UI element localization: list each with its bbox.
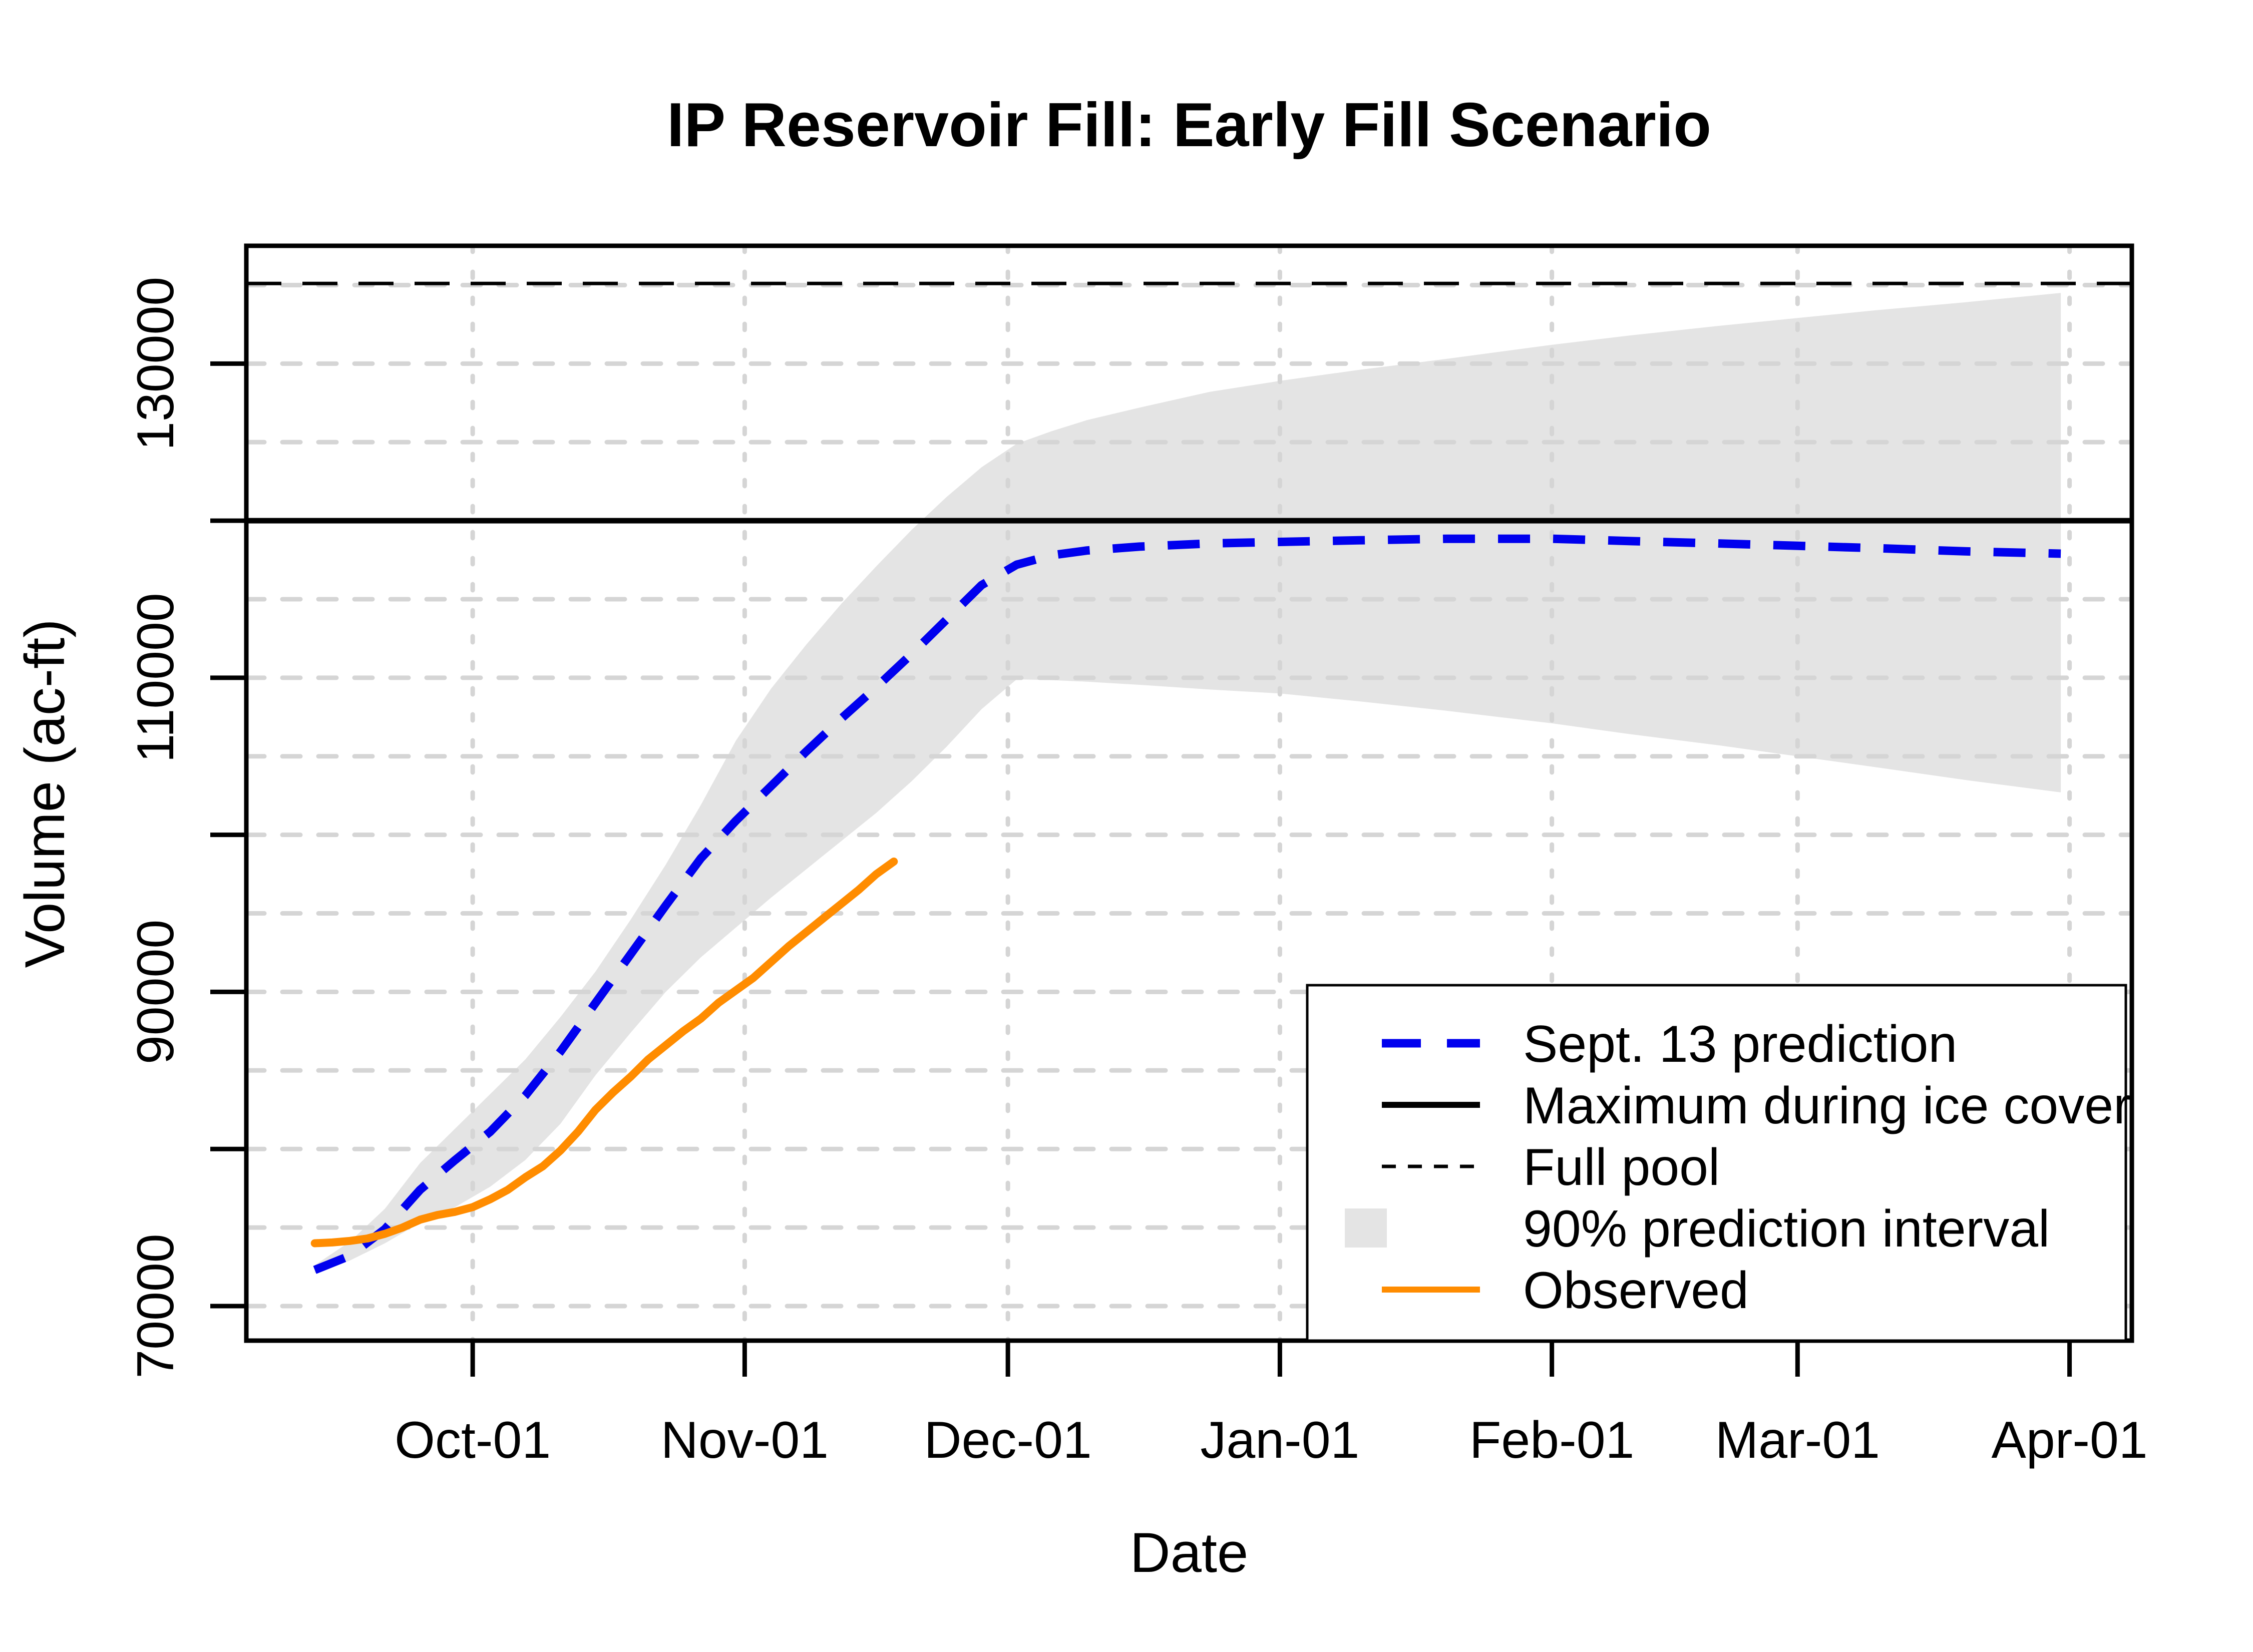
legend-item-label: Full pool — [1523, 1138, 1720, 1196]
legend-box — [1306, 984, 2127, 1342]
legend-key-fill-swatch — [1345, 1208, 1387, 1248]
legend-item-label: 90% prediction interval — [1523, 1200, 2050, 1258]
x-tick-label: Dec-01 — [924, 1411, 1091, 1469]
x-tick-label: Nov-01 — [661, 1411, 829, 1469]
y-tick-label: 70000 — [127, 1233, 185, 1378]
reference-line-layer — [246, 281, 2132, 524]
x-tick-label: Jan-01 — [1200, 1411, 1359, 1469]
legend-item-label: Observed — [1523, 1262, 1749, 1320]
y-tick-label: 90000 — [127, 920, 185, 1064]
y-axis-title: Volume (ac-ft) — [14, 619, 76, 968]
x-tick-label: Oct-01 — [395, 1411, 551, 1469]
x-tick-label: Apr-01 — [1991, 1411, 2147, 1469]
legend-item-label: Maximum during ice cover — [1523, 1077, 2131, 1135]
x-axis-title: Date — [1130, 1521, 1249, 1584]
axes-layer: Oct-01 Nov-01 Dec-01 Jan-01 Feb-01 Mar-01 Apr-… — [127, 243, 2148, 1469]
y-tick-label: 110000 — [127, 593, 185, 762]
prediction-line — [313, 534, 2061, 1274]
plot-border — [244, 243, 2134, 1343]
x-tick-label: Feb-01 — [1469, 1411, 1635, 1469]
y-tick-label: 130000 — [127, 277, 185, 451]
legend-item-label: Sept. 13 prediction — [1523, 1015, 1957, 1073]
series-layer — [310, 534, 2061, 1274]
observed-line — [310, 858, 898, 1248]
chart-title: IP Reservoir Fill: Early Fill Scenario — [667, 91, 1711, 160]
x-tick-label: Mar-01 — [1715, 1411, 1880, 1469]
